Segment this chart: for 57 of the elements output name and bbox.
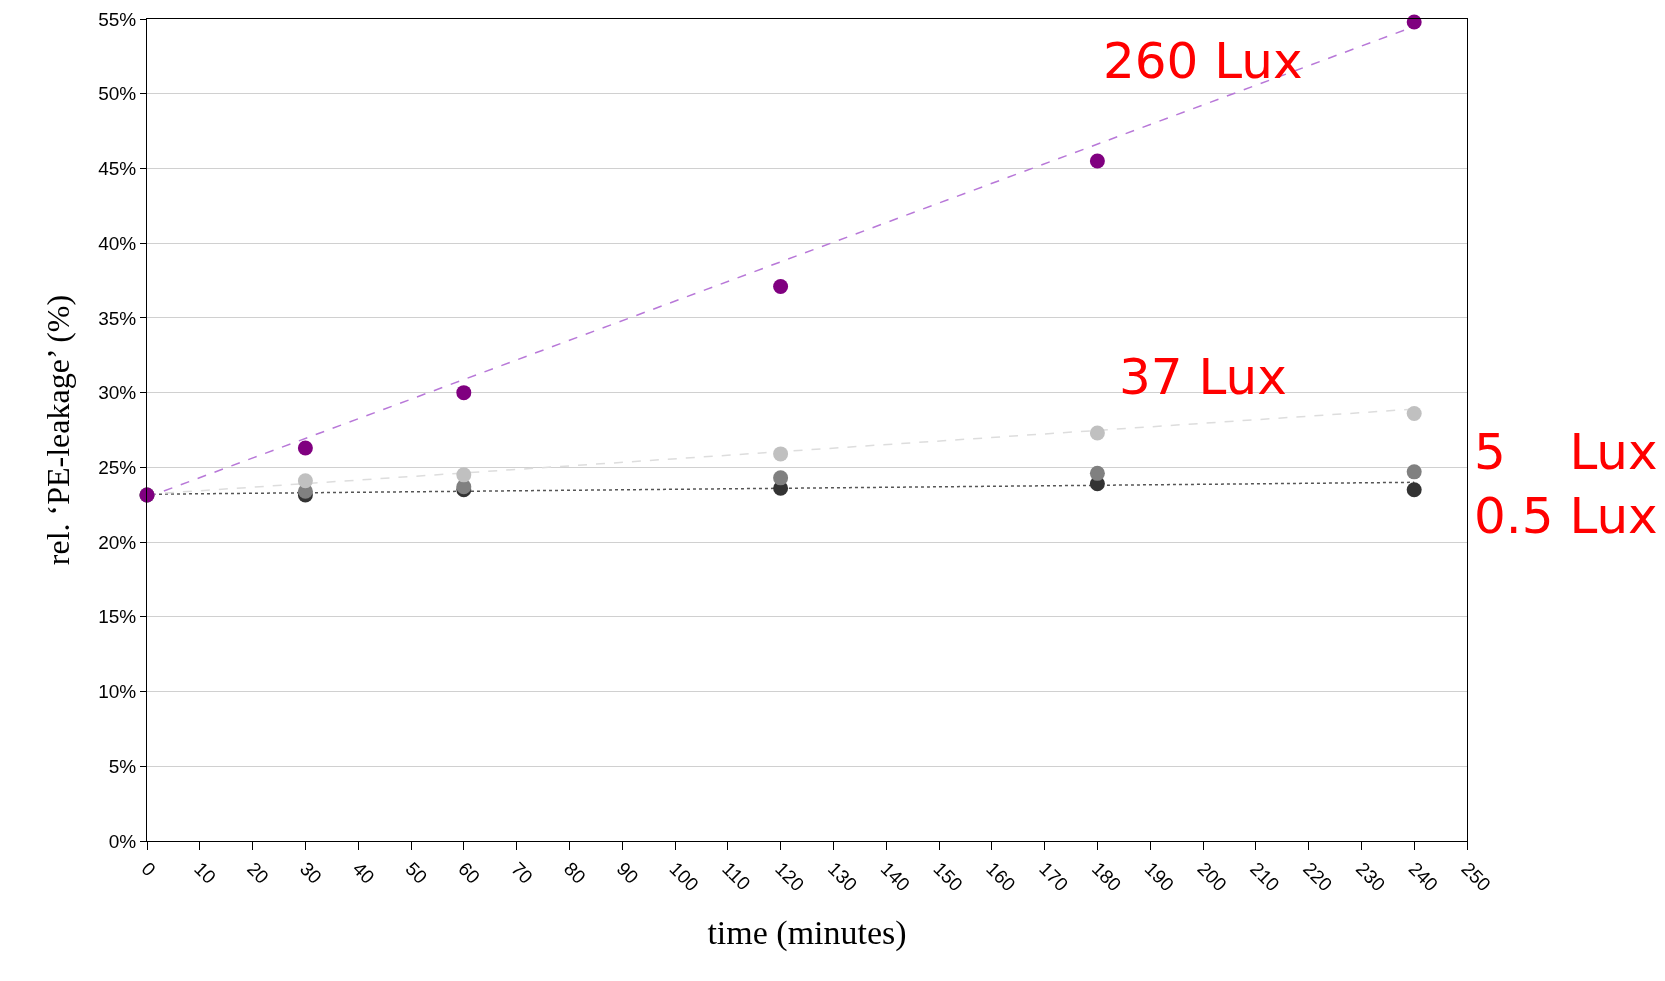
point bbox=[1089, 153, 1105, 169]
text: 0.5 Lux bbox=[1474, 487, 1658, 545]
x-tick-label: 0 bbox=[137, 858, 160, 881]
point bbox=[297, 440, 313, 456]
point bbox=[456, 467, 472, 483]
point bbox=[1406, 464, 1422, 480]
x-tick-label: 40 bbox=[348, 858, 379, 888]
point bbox=[773, 279, 789, 295]
point bbox=[1089, 425, 1105, 441]
annotation: 260 Lux bbox=[1103, 32, 1303, 90]
x-tick-label: 90 bbox=[612, 858, 643, 888]
x-tick-label: 130 bbox=[823, 858, 862, 896]
x-tick-label: 250 bbox=[1457, 858, 1495, 896]
x-tick-label: 110 bbox=[718, 858, 755, 895]
point bbox=[773, 446, 789, 462]
x-tick-label: 30 bbox=[295, 858, 326, 888]
y-tick-label: 50% bbox=[98, 83, 137, 105]
x-tick-label: 70 bbox=[507, 858, 537, 888]
x-axis-title: time (minutes) bbox=[707, 913, 907, 952]
x-tick-label: 140 bbox=[876, 858, 914, 896]
y-tick-label: 0% bbox=[108, 830, 137, 852]
x-tick-label: 50 bbox=[401, 858, 432, 888]
y-axis-title: rel. ‘PE-leakage’ (%) bbox=[40, 294, 77, 566]
point bbox=[1089, 465, 1105, 481]
x-tick-label: 240 bbox=[1404, 858, 1442, 896]
x-tick-label: 220 bbox=[1299, 858, 1337, 896]
x-tick-label: 100 bbox=[665, 858, 703, 896]
point bbox=[1406, 482, 1422, 498]
x-tick-label: 80 bbox=[559, 858, 590, 888]
x-tick-label: 150 bbox=[929, 858, 967, 896]
y-tick-label: 55% bbox=[98, 8, 137, 30]
x-tick-label: 160 bbox=[982, 858, 1020, 896]
x-tick-label: 20 bbox=[243, 858, 273, 888]
x-tick-label: 120 bbox=[771, 858, 809, 896]
point bbox=[297, 473, 313, 489]
annotation: 37 Lux bbox=[1119, 348, 1287, 406]
x-tick-label: 230 bbox=[1351, 858, 1390, 896]
x-tick-label: 10 bbox=[190, 858, 221, 888]
y-tick-label: 20% bbox=[98, 531, 137, 553]
y-tick-label: 15% bbox=[98, 606, 137, 628]
point bbox=[1406, 406, 1422, 422]
point bbox=[773, 470, 789, 486]
x-tick-label: 60 bbox=[454, 858, 485, 888]
x-tick-label: 200 bbox=[1193, 858, 1231, 896]
x-tick-label: 190 bbox=[1140, 858, 1178, 896]
y-tick-label: 35% bbox=[98, 307, 137, 329]
x-tick-label: 170 bbox=[1035, 858, 1073, 896]
y-tick-label: 40% bbox=[98, 232, 137, 254]
x-tick-label: 210 bbox=[1246, 858, 1284, 896]
x-tick-label: 180 bbox=[1087, 858, 1126, 896]
y-tick-label: 25% bbox=[98, 457, 137, 479]
y-tick-label: 30% bbox=[98, 382, 137, 404]
y-tick-label: 5% bbox=[108, 755, 137, 777]
y-tick-label: 10% bbox=[98, 681, 137, 703]
point bbox=[456, 385, 472, 401]
text: 5 Lux bbox=[1474, 423, 1658, 481]
y-tick-label: 45% bbox=[98, 158, 137, 180]
